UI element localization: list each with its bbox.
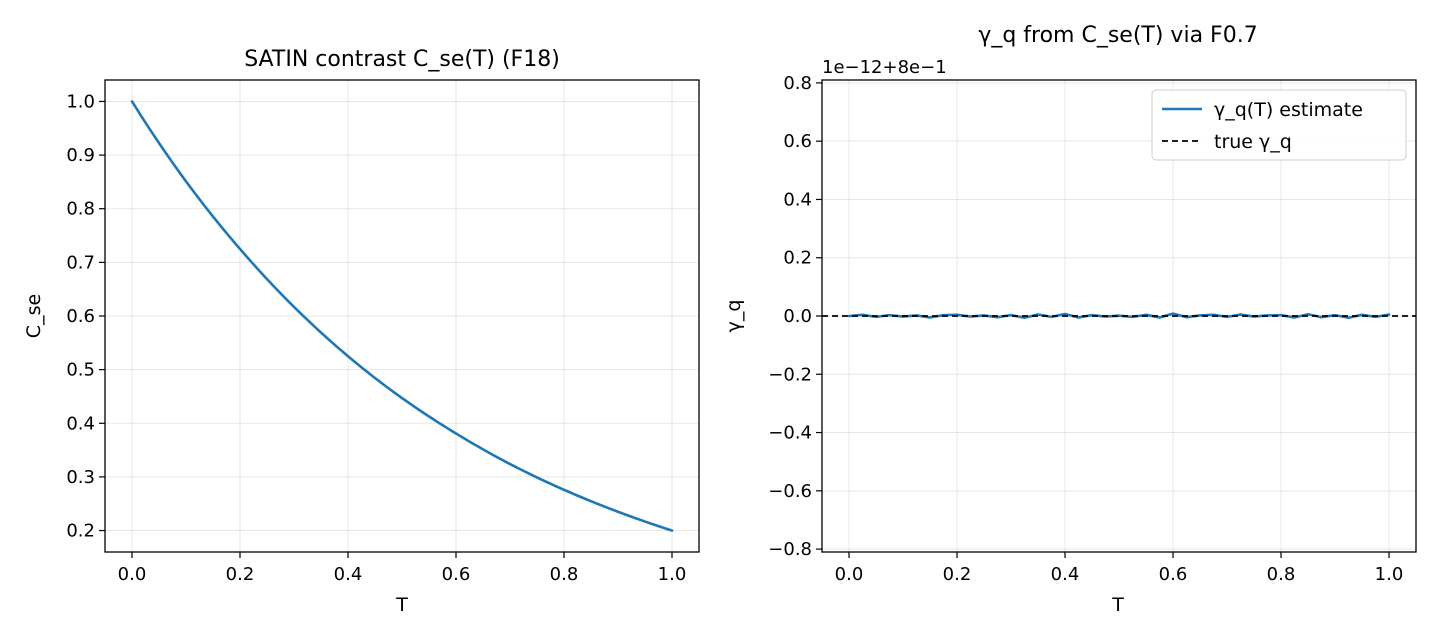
grid — [822, 80, 1416, 552]
y-tick-label: −0.4 — [768, 423, 812, 444]
y-tick-label: 0.7 — [66, 252, 95, 273]
grid — [105, 80, 699, 552]
ticks: 0.0 0.2 0.4 0.6 0.8 1.0 −0.8 −0.6 −0.4 −0.2 0.0 0.2… — [768, 73, 1403, 585]
y-tick-label: 0.8 — [783, 73, 812, 94]
y-tick-label: 1.0 — [66, 91, 95, 112]
x-tick-label: 0.6 — [442, 564, 471, 585]
x-tick-label: 0.8 — [1267, 564, 1296, 585]
x-tick-label: 0.2 — [943, 564, 972, 585]
y-tick-label: 0.3 — [66, 467, 95, 488]
y-tick-label: 0.4 — [783, 189, 812, 210]
y-axis-label: C_se — [23, 294, 45, 338]
x-tick-label: 0.8 — [550, 564, 579, 585]
series-group — [130, 100, 674, 532]
legend-label: γ_q(T) estimate — [1214, 99, 1363, 121]
y-tick-label: 0.6 — [783, 131, 812, 152]
x-axis-label: T — [395, 594, 408, 616]
legend-label: true γ_q — [1214, 131, 1292, 153]
x-tick-label: 0.0 — [118, 564, 147, 585]
y-tick-label: 0.2 — [783, 248, 812, 269]
x-tick-label: 0.4 — [334, 564, 363, 585]
series-group — [822, 312, 1416, 320]
y-tick-label: −0.2 — [768, 364, 812, 385]
chart-c-se-vs-t: SATIN contrast C_se(T) (F18) T C_se 0.0 0… — [23, 47, 700, 616]
plot-frame — [821, 79, 1417, 553]
y-axis-offset-text: 1e−12+8e−1 — [822, 57, 947, 78]
chart-gamma-q-vs-t: γ_q from C_se(T) via F0.7 1e−12+8e−1 T γ… — [723, 23, 1417, 616]
x-tick-label: 0.6 — [1159, 564, 1188, 585]
x-tick-label: 0.4 — [1051, 564, 1080, 585]
ticks: 0.0 0.2 0.4 0.6 0.8 1.0 0.2 0.3 0.4 0.5 0.6 0.7 0.8 0… — [66, 91, 686, 585]
y-tick-label: 0.5 — [66, 360, 95, 381]
chart-title: SATIN contrast C_se(T) (F18) — [244, 47, 560, 72]
y-tick-label: 0.4 — [66, 413, 95, 434]
series-line-c-se — [130, 100, 674, 532]
series-line-gamma-q-estimate — [847, 312, 1391, 320]
x-tick-label: 1.0 — [658, 564, 687, 585]
y-tick-label: 0.0 — [783, 306, 812, 327]
x-tick-label: 1.0 — [1375, 564, 1404, 585]
y-tick-label: 0.9 — [66, 145, 95, 166]
x-axis-label: T — [1111, 594, 1124, 616]
legend-frame — [1151, 89, 1407, 161]
x-tick-label: 0.0 — [835, 564, 864, 585]
legend: γ_q(T) estimate true γ_q — [1151, 89, 1407, 161]
plot-frame — [104, 79, 700, 553]
y-tick-label: 0.8 — [66, 199, 95, 220]
chart-title: γ_q from C_se(T) via F0.7 — [978, 23, 1257, 48]
y-axis-label: γ_q — [723, 300, 745, 333]
y-tick-label: −0.8 — [768, 539, 812, 560]
y-tick-label: 0.2 — [66, 521, 95, 542]
y-tick-label: −0.6 — [768, 481, 812, 502]
x-tick-label: 0.2 — [226, 564, 255, 585]
y-tick-label: 0.6 — [66, 306, 95, 327]
